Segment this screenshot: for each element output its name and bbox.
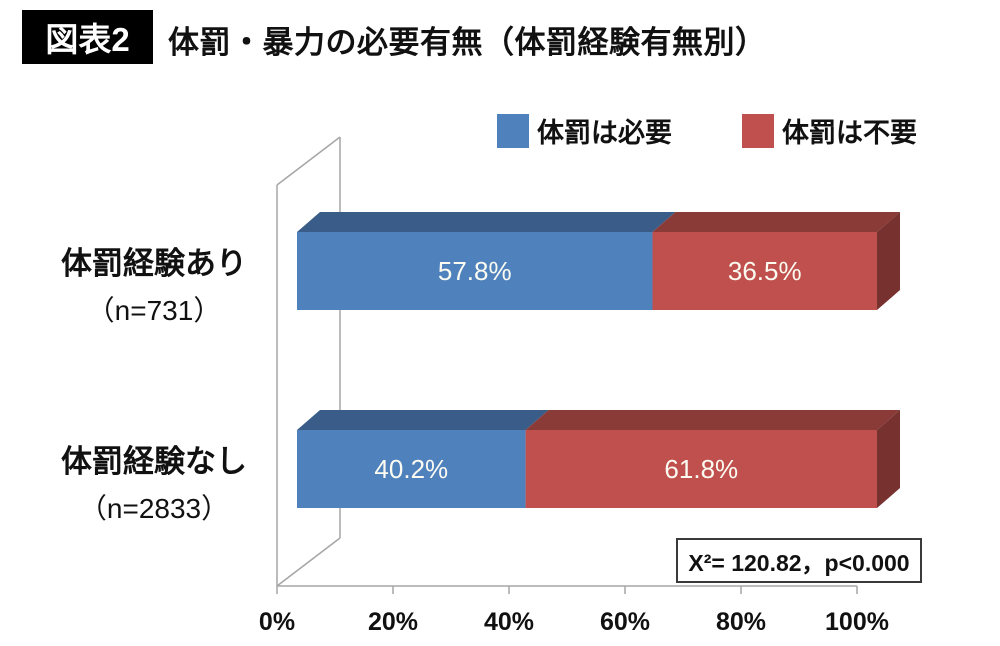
legend-item-necessary: 体罰は必要 — [497, 111, 672, 150]
bar-segment — [652, 232, 877, 310]
bar-top-face — [297, 410, 549, 430]
category-n: （n=2833） — [78, 493, 230, 525]
legend-swatch-blue-icon — [497, 113, 529, 148]
category-n: （n=731） — [86, 295, 222, 327]
figure-number-badge: 図表2 — [22, 10, 153, 64]
bar-data-label: 61.8% — [664, 454, 738, 484]
x-tick-label: 60% — [600, 608, 650, 636]
bar-segment — [297, 232, 653, 310]
legend-item-unnecessary: 体罰は不要 — [742, 111, 917, 150]
bar-data-label: 40.2% — [374, 454, 448, 484]
chi-square-annotation: X²= 120.82，p<0.000 — [676, 538, 922, 583]
x-tick-label: 40% — [484, 608, 534, 636]
bar-top-face — [652, 212, 900, 232]
category-label-experienced: 体罰経験あり （n=731） — [18, 246, 290, 329]
legend-swatch-red-icon — [742, 113, 774, 148]
legend-label: 体罰は必要 — [537, 118, 672, 148]
bar-side-face — [877, 212, 900, 310]
x-tick-label: 20% — [368, 608, 418, 636]
x-tick-label: 0% — [259, 608, 295, 636]
bar-data-label: 57.8% — [438, 256, 512, 286]
bar-segment — [297, 430, 526, 508]
category-label-not-experienced: 体罰経験なし （n=2833） — [18, 444, 290, 527]
bar-top-face — [297, 212, 676, 232]
bar-data-label: 36.5% — [728, 256, 802, 286]
bar-segment — [525, 430, 877, 508]
category-name: 体罰経験あり — [61, 246, 247, 281]
wall-bottom-edge — [276, 537, 341, 587]
bar-side-face — [877, 410, 900, 508]
x-tick-label: 100% — [825, 608, 889, 636]
category-name: 体罰経験なし — [61, 444, 247, 479]
chart-title: 体罰・暴力の必要有無（体罰経験有無別） — [168, 25, 767, 60]
bar-top-face — [525, 410, 900, 430]
legend-label: 体罰は不要 — [782, 118, 917, 148]
x-tick-label: 80% — [716, 608, 766, 636]
wall-top-edge — [276, 136, 341, 186]
